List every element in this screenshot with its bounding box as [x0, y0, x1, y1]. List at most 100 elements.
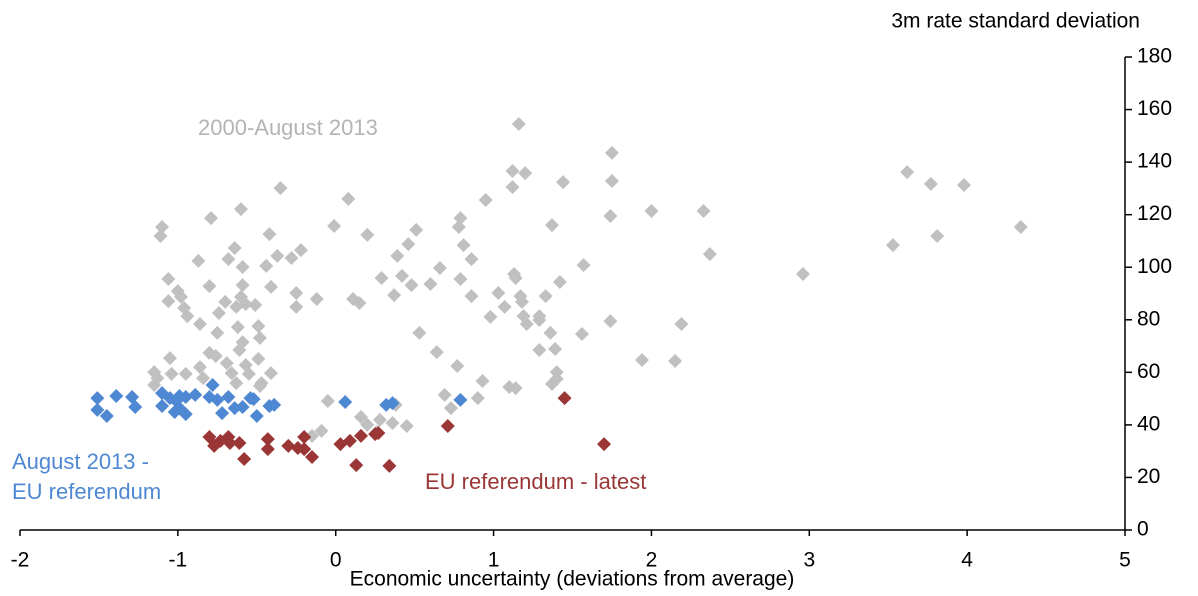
y-tick-label: 80 — [1137, 307, 1160, 330]
y-tick-label: 20 — [1137, 465, 1160, 488]
point — [464, 289, 479, 304]
point — [162, 351, 177, 366]
point — [634, 352, 649, 367]
point — [385, 416, 400, 431]
point — [338, 395, 353, 410]
point — [238, 297, 253, 312]
point — [210, 325, 225, 340]
series-label: EU referendum - latest — [425, 469, 647, 494]
point — [353, 428, 368, 443]
point — [289, 299, 304, 314]
point — [674, 316, 689, 331]
point — [259, 258, 274, 273]
point — [464, 252, 479, 267]
point — [505, 164, 520, 179]
point — [702, 247, 717, 262]
point — [451, 220, 466, 235]
point — [90, 402, 105, 417]
point — [305, 449, 320, 464]
point — [99, 408, 114, 423]
point — [475, 374, 490, 389]
x-tick-label: 0 — [330, 549, 342, 572]
point — [491, 285, 506, 300]
point — [293, 243, 308, 258]
point — [155, 220, 170, 235]
point — [227, 241, 242, 256]
point — [211, 305, 226, 320]
y-tick-label: 100 — [1137, 255, 1172, 278]
point — [237, 452, 252, 467]
point — [668, 354, 683, 369]
point — [453, 211, 468, 226]
point — [412, 325, 427, 340]
y-tick-label: 160 — [1137, 97, 1172, 120]
point — [262, 227, 277, 242]
point — [795, 267, 810, 282]
point — [252, 330, 267, 345]
point — [518, 166, 533, 181]
point — [544, 376, 559, 391]
point — [453, 392, 468, 407]
point — [218, 294, 233, 309]
point — [497, 299, 512, 314]
point — [404, 278, 419, 293]
point — [221, 252, 236, 267]
point — [289, 285, 304, 300]
point — [456, 238, 471, 253]
point — [544, 218, 559, 233]
point — [597, 437, 612, 452]
point — [930, 228, 945, 243]
point — [178, 390, 193, 405]
point — [327, 218, 342, 233]
point — [390, 248, 405, 263]
point — [192, 360, 207, 375]
point — [235, 278, 250, 293]
series-label: 2000-August 2013 — [198, 115, 378, 140]
point — [900, 165, 915, 180]
point — [511, 117, 526, 132]
point — [260, 442, 275, 457]
point — [956, 177, 971, 192]
point — [251, 319, 266, 334]
point — [251, 351, 266, 366]
x-tick-label: 3 — [803, 549, 815, 572]
point — [232, 436, 247, 451]
point — [478, 192, 493, 207]
point — [229, 376, 244, 391]
point — [205, 377, 220, 392]
point — [230, 320, 245, 335]
point — [440, 418, 455, 433]
point — [409, 222, 424, 237]
x-tick-label: 4 — [961, 549, 973, 572]
point — [297, 442, 312, 457]
x-tick-label: -2 — [11, 549, 30, 572]
point — [382, 458, 397, 473]
point — [235, 400, 250, 415]
point — [241, 366, 256, 381]
point — [696, 203, 711, 218]
point — [483, 309, 498, 324]
point — [399, 418, 414, 433]
point — [153, 228, 168, 243]
point — [221, 390, 236, 405]
point — [320, 393, 335, 408]
point — [273, 181, 288, 196]
point — [387, 288, 402, 303]
point — [508, 381, 523, 396]
point — [90, 391, 105, 406]
point — [234, 202, 248, 217]
point — [192, 316, 207, 331]
point — [360, 227, 375, 242]
point — [557, 391, 572, 406]
point — [161, 272, 176, 287]
point — [267, 397, 282, 412]
y-tick-label: 40 — [1137, 412, 1160, 435]
point — [923, 176, 938, 191]
point — [174, 289, 189, 304]
point — [270, 248, 285, 263]
point — [443, 401, 458, 416]
point — [248, 298, 263, 313]
point — [341, 191, 356, 206]
point — [314, 423, 329, 438]
point — [450, 359, 465, 374]
